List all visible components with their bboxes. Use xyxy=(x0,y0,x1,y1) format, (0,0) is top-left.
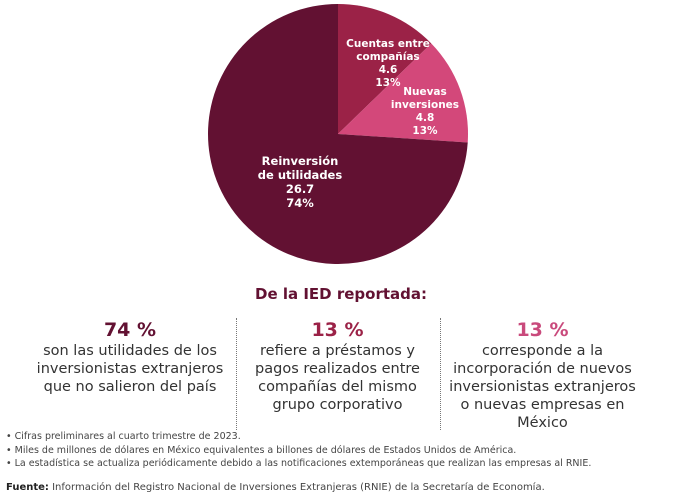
source: Fuente: Información del Registro Naciona… xyxy=(6,482,545,493)
stat-column-reinversion: 74 % son las utilidades de los inversioni… xyxy=(30,318,230,396)
pie-chart xyxy=(208,4,468,264)
footnote: Cifras preliminares al cuarto trimestre … xyxy=(6,430,591,444)
stat-percent: 13 % xyxy=(516,319,569,341)
divider xyxy=(440,318,441,430)
stat-column-nuevas: 13 % corresponde a la incorporación de nu… xyxy=(445,318,640,432)
pie-slice-0 xyxy=(338,4,432,134)
footnotes: Cifras preliminares al cuarto trimestre … xyxy=(6,430,592,471)
pie-slice-1 xyxy=(338,43,468,143)
footnote: Miles de millones de dólares en México e… xyxy=(6,444,591,458)
footnote: La estadística se actualiza periódicamen… xyxy=(6,457,592,471)
label-reinversion: Reinversión de utilidades 26.7 74% xyxy=(257,154,343,210)
stat-percent: 74 % xyxy=(103,319,157,341)
divider xyxy=(236,318,237,430)
pie-slice-2 xyxy=(208,4,468,264)
label-nuevas: Nuevas inversiones 4.8 13% xyxy=(390,86,460,137)
stat-percent: 13 % xyxy=(311,319,364,341)
stat-column-cuentas: 13 % refiere a préstamos y pagos realizad… xyxy=(240,318,435,414)
subtitle: De la IED reportada: xyxy=(255,285,427,303)
label-cuentas: Cuentas entre compañías 4.6 13% xyxy=(346,38,430,89)
